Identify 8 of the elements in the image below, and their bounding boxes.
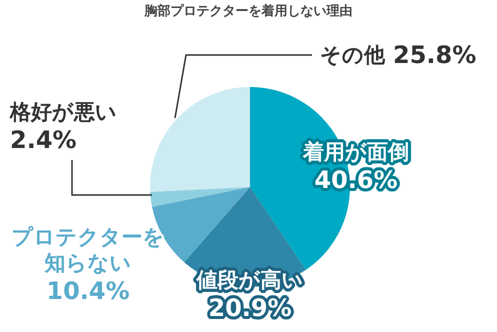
slice-label: 格好が悪い [10, 99, 117, 126]
chart-title: 胸部プロテクターを着用しない理由 [143, 2, 354, 20]
data-label: 2.4% [10, 126, 77, 154]
slice-label: プロテクターを知らない [12, 224, 164, 277]
slice-label: その他 [320, 42, 385, 69]
data-label: 10.4% [46, 277, 130, 305]
data-label: 20.9% [208, 294, 292, 322]
data-label: 25.8% [393, 41, 476, 69]
